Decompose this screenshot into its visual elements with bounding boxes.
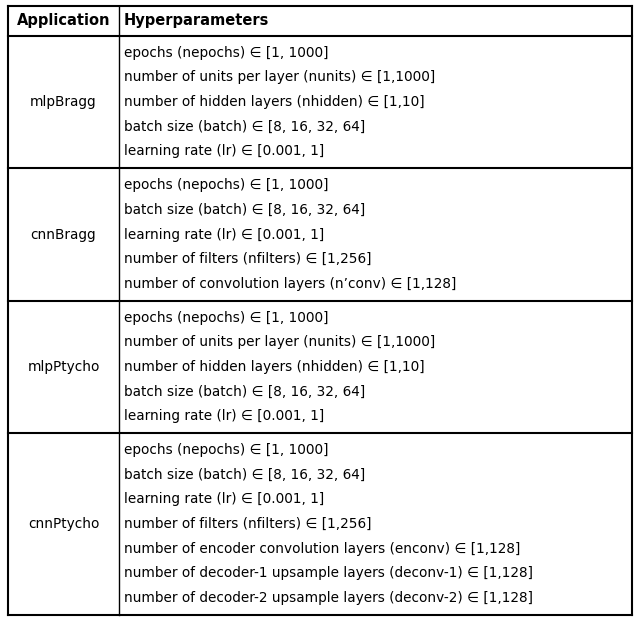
Text: learning rate (lr) ∈ [0.001, 1]: learning rate (lr) ∈ [0.001, 1] (124, 227, 324, 242)
Text: Hyperparameters: Hyperparameters (124, 14, 269, 29)
Text: learning rate (lr) ∈ [0.001, 1]: learning rate (lr) ∈ [0.001, 1] (124, 409, 324, 424)
Text: batch size (batch) ∈ [8, 16, 32, 64]: batch size (batch) ∈ [8, 16, 32, 64] (124, 384, 365, 399)
Text: mlpPtycho: mlpPtycho (28, 360, 100, 374)
Text: epochs (nepochs) ∈ [1, 1000]: epochs (nepochs) ∈ [1, 1000] (124, 443, 328, 457)
Text: epochs (nepochs) ∈ [1, 1000]: epochs (nepochs) ∈ [1, 1000] (124, 46, 328, 60)
Text: number of filters (nfilters) ∈ [1,256]: number of filters (nfilters) ∈ [1,256] (124, 252, 372, 266)
Text: epochs (nepochs) ∈ [1, 1000]: epochs (nepochs) ∈ [1, 1000] (124, 310, 328, 325)
Text: learning rate (lr) ∈ [0.001, 1]: learning rate (lr) ∈ [0.001, 1] (124, 492, 324, 507)
Text: number of decoder-1 upsample layers (deconv-1) ∈ [1,128]: number of decoder-1 upsample layers (dec… (124, 566, 533, 581)
Text: Application: Application (17, 14, 110, 29)
Text: cnnPtycho: cnnPtycho (28, 517, 99, 531)
Text: number of decoder-2 upsample layers (deconv-2) ∈ [1,128]: number of decoder-2 upsample layers (dec… (124, 591, 533, 605)
Text: batch size (batch) ∈ [8, 16, 32, 64]: batch size (batch) ∈ [8, 16, 32, 64] (124, 120, 365, 134)
Text: number of units per layer (nunits) ∈ [1,1000]: number of units per layer (nunits) ∈ [1,… (124, 335, 435, 350)
Text: number of convolution layers (n’conv) ∈ [1,128]: number of convolution layers (n’conv) ∈ … (124, 277, 456, 291)
Text: number of units per layer (nunits) ∈ [1,1000]: number of units per layer (nunits) ∈ [1,… (124, 70, 435, 84)
Text: batch size (batch) ∈ [8, 16, 32, 64]: batch size (batch) ∈ [8, 16, 32, 64] (124, 468, 365, 482)
Text: learning rate (lr) ∈ [0.001, 1]: learning rate (lr) ∈ [0.001, 1] (124, 144, 324, 158)
Text: number of filters (nfilters) ∈ [1,256]: number of filters (nfilters) ∈ [1,256] (124, 517, 372, 531)
Text: number of encoder convolution layers (enconv) ∈ [1,128]: number of encoder convolution layers (en… (124, 542, 520, 556)
Text: batch size (batch) ∈ [8, 16, 32, 64]: batch size (batch) ∈ [8, 16, 32, 64] (124, 203, 365, 217)
Text: cnnBragg: cnnBragg (31, 227, 97, 242)
Text: number of hidden layers (nhidden) ∈ [1,10]: number of hidden layers (nhidden) ∈ [1,1… (124, 360, 425, 374)
Text: number of hidden layers (nhidden) ∈ [1,10]: number of hidden layers (nhidden) ∈ [1,1… (124, 95, 425, 109)
Text: epochs (nepochs) ∈ [1, 1000]: epochs (nepochs) ∈ [1, 1000] (124, 178, 328, 193)
Text: mlpBragg: mlpBragg (30, 95, 97, 109)
